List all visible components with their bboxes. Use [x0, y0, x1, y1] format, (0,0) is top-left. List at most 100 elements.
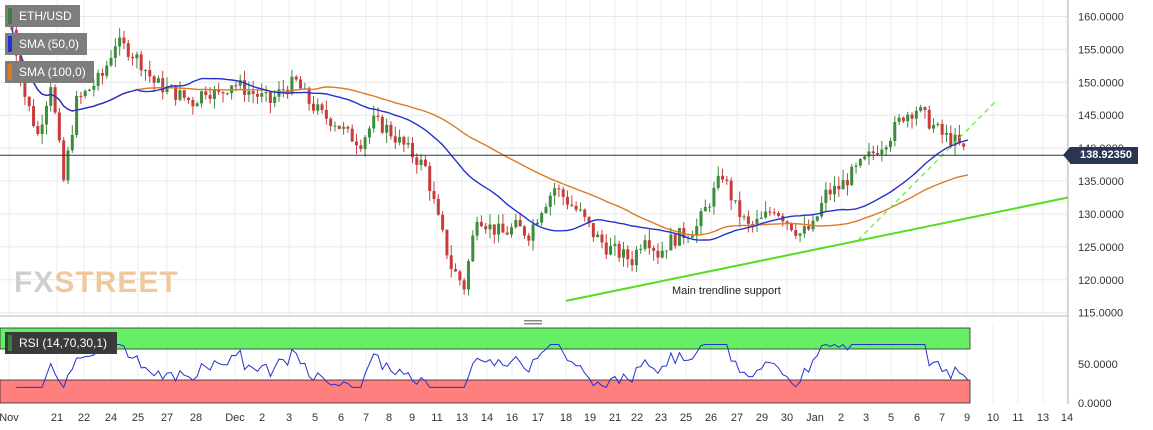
candle-body — [785, 221, 789, 224]
candle-body — [652, 248, 656, 251]
y-tick-label: 160.0000 — [1078, 11, 1124, 23]
candle-body — [406, 143, 410, 145]
candle-body — [815, 216, 819, 221]
candle-body — [535, 222, 539, 225]
candle-body — [574, 205, 578, 210]
candle-body — [850, 166, 854, 186]
candle-body — [238, 80, 242, 86]
x-tick-label: 17 — [532, 412, 544, 424]
candle-body — [156, 78, 160, 83]
candle-body — [833, 185, 837, 195]
candle-body — [553, 188, 557, 196]
candle-body — [957, 134, 961, 144]
rsi-tick-label: 50.0000 — [1078, 359, 1118, 371]
candle-body — [415, 157, 419, 166]
candle-body — [613, 243, 617, 246]
candle-body — [656, 250, 660, 258]
candle-body — [260, 93, 264, 97]
candle-body — [798, 233, 802, 236]
sma100-line — [11, 29, 969, 236]
y-tick-label: 150.0000 — [1078, 77, 1124, 89]
x-tick-label: 11 — [431, 412, 442, 424]
candle-body — [118, 37, 122, 47]
candle-body — [604, 242, 608, 255]
candle-body — [105, 65, 109, 76]
candle-body — [531, 224, 535, 241]
rsi-tick-label: 0.0000 — [1078, 398, 1112, 410]
candle-body — [802, 226, 806, 234]
candle-body — [359, 145, 363, 149]
candle-body — [492, 224, 496, 235]
candle-body — [329, 118, 333, 127]
candle-body — [66, 150, 70, 181]
candle-body — [910, 114, 914, 119]
sma100-label[interactable]: SMA (100,0) — [5, 61, 94, 83]
candle-body — [195, 103, 199, 107]
candle-body — [454, 269, 458, 272]
x-tick-label: Nov — [0, 412, 19, 424]
candle-body — [927, 109, 931, 129]
x-tick-label: 7 — [939, 412, 945, 424]
candle-body — [919, 107, 923, 111]
candle-body — [583, 209, 587, 217]
sma50-label[interactable]: SMA (50,0) — [5, 33, 88, 55]
candle-body — [393, 136, 397, 143]
candle-body — [626, 249, 630, 260]
x-tick-label: Jan — [806, 412, 824, 424]
candle-body — [845, 179, 849, 186]
candle-body — [428, 166, 432, 192]
candle-body — [462, 280, 466, 290]
x-tick-label: 3 — [286, 412, 292, 424]
x-tick-label: 3 — [863, 412, 869, 424]
candle-body — [721, 175, 725, 180]
current-price-badge: 138.92350 — [1063, 147, 1138, 165]
candle-body — [962, 143, 966, 147]
x-tick-label: 7 — [363, 412, 369, 424]
rsi-label[interactable]: RSI (14,70,30,1) — [5, 332, 118, 354]
candle-body — [540, 213, 544, 223]
candle-body — [755, 218, 759, 224]
candle-body — [501, 223, 505, 233]
candle-body — [346, 126, 350, 129]
x-tick-label: 9 — [964, 412, 970, 424]
x-tick-label: 2 — [838, 412, 844, 424]
candle-body — [884, 147, 888, 150]
candle-body — [311, 103, 315, 111]
candle-body — [794, 230, 798, 236]
candle-body — [208, 95, 212, 99]
candle-body — [901, 117, 905, 122]
candle-body — [759, 217, 763, 219]
x-tick-label: Dec — [225, 412, 245, 424]
candle-body — [510, 227, 514, 235]
candle-body — [350, 128, 354, 142]
candle-body — [324, 109, 328, 119]
candle-body — [247, 91, 251, 95]
candle-body — [617, 243, 621, 258]
candle-body — [88, 89, 92, 91]
candle-body — [863, 156, 867, 160]
candle-body — [367, 128, 371, 138]
candle-body — [255, 93, 259, 97]
candle-body — [923, 107, 927, 110]
candle-body — [320, 104, 324, 110]
x-tick-label: 2 — [259, 412, 265, 424]
candle-body — [135, 54, 139, 59]
x-tick-label: 22 — [631, 412, 643, 424]
candle-body — [660, 250, 664, 258]
candle-body — [92, 85, 96, 90]
candle-body — [690, 235, 694, 238]
symbol-label[interactable]: ETH/USD — [5, 5, 80, 27]
candle-body — [609, 245, 613, 255]
candle-body — [62, 140, 66, 181]
candle-body — [828, 189, 832, 195]
candle-body — [725, 179, 729, 181]
candle-body — [837, 185, 841, 190]
candle-body — [337, 125, 341, 129]
candle-body — [733, 200, 737, 202]
x-tick-label: 9 — [409, 412, 415, 424]
candle-body — [75, 95, 79, 136]
candle-body — [639, 248, 643, 250]
y-tick-label: 155.0000 — [1078, 44, 1124, 56]
candle-body — [131, 56, 135, 59]
candle-body — [893, 122, 897, 141]
